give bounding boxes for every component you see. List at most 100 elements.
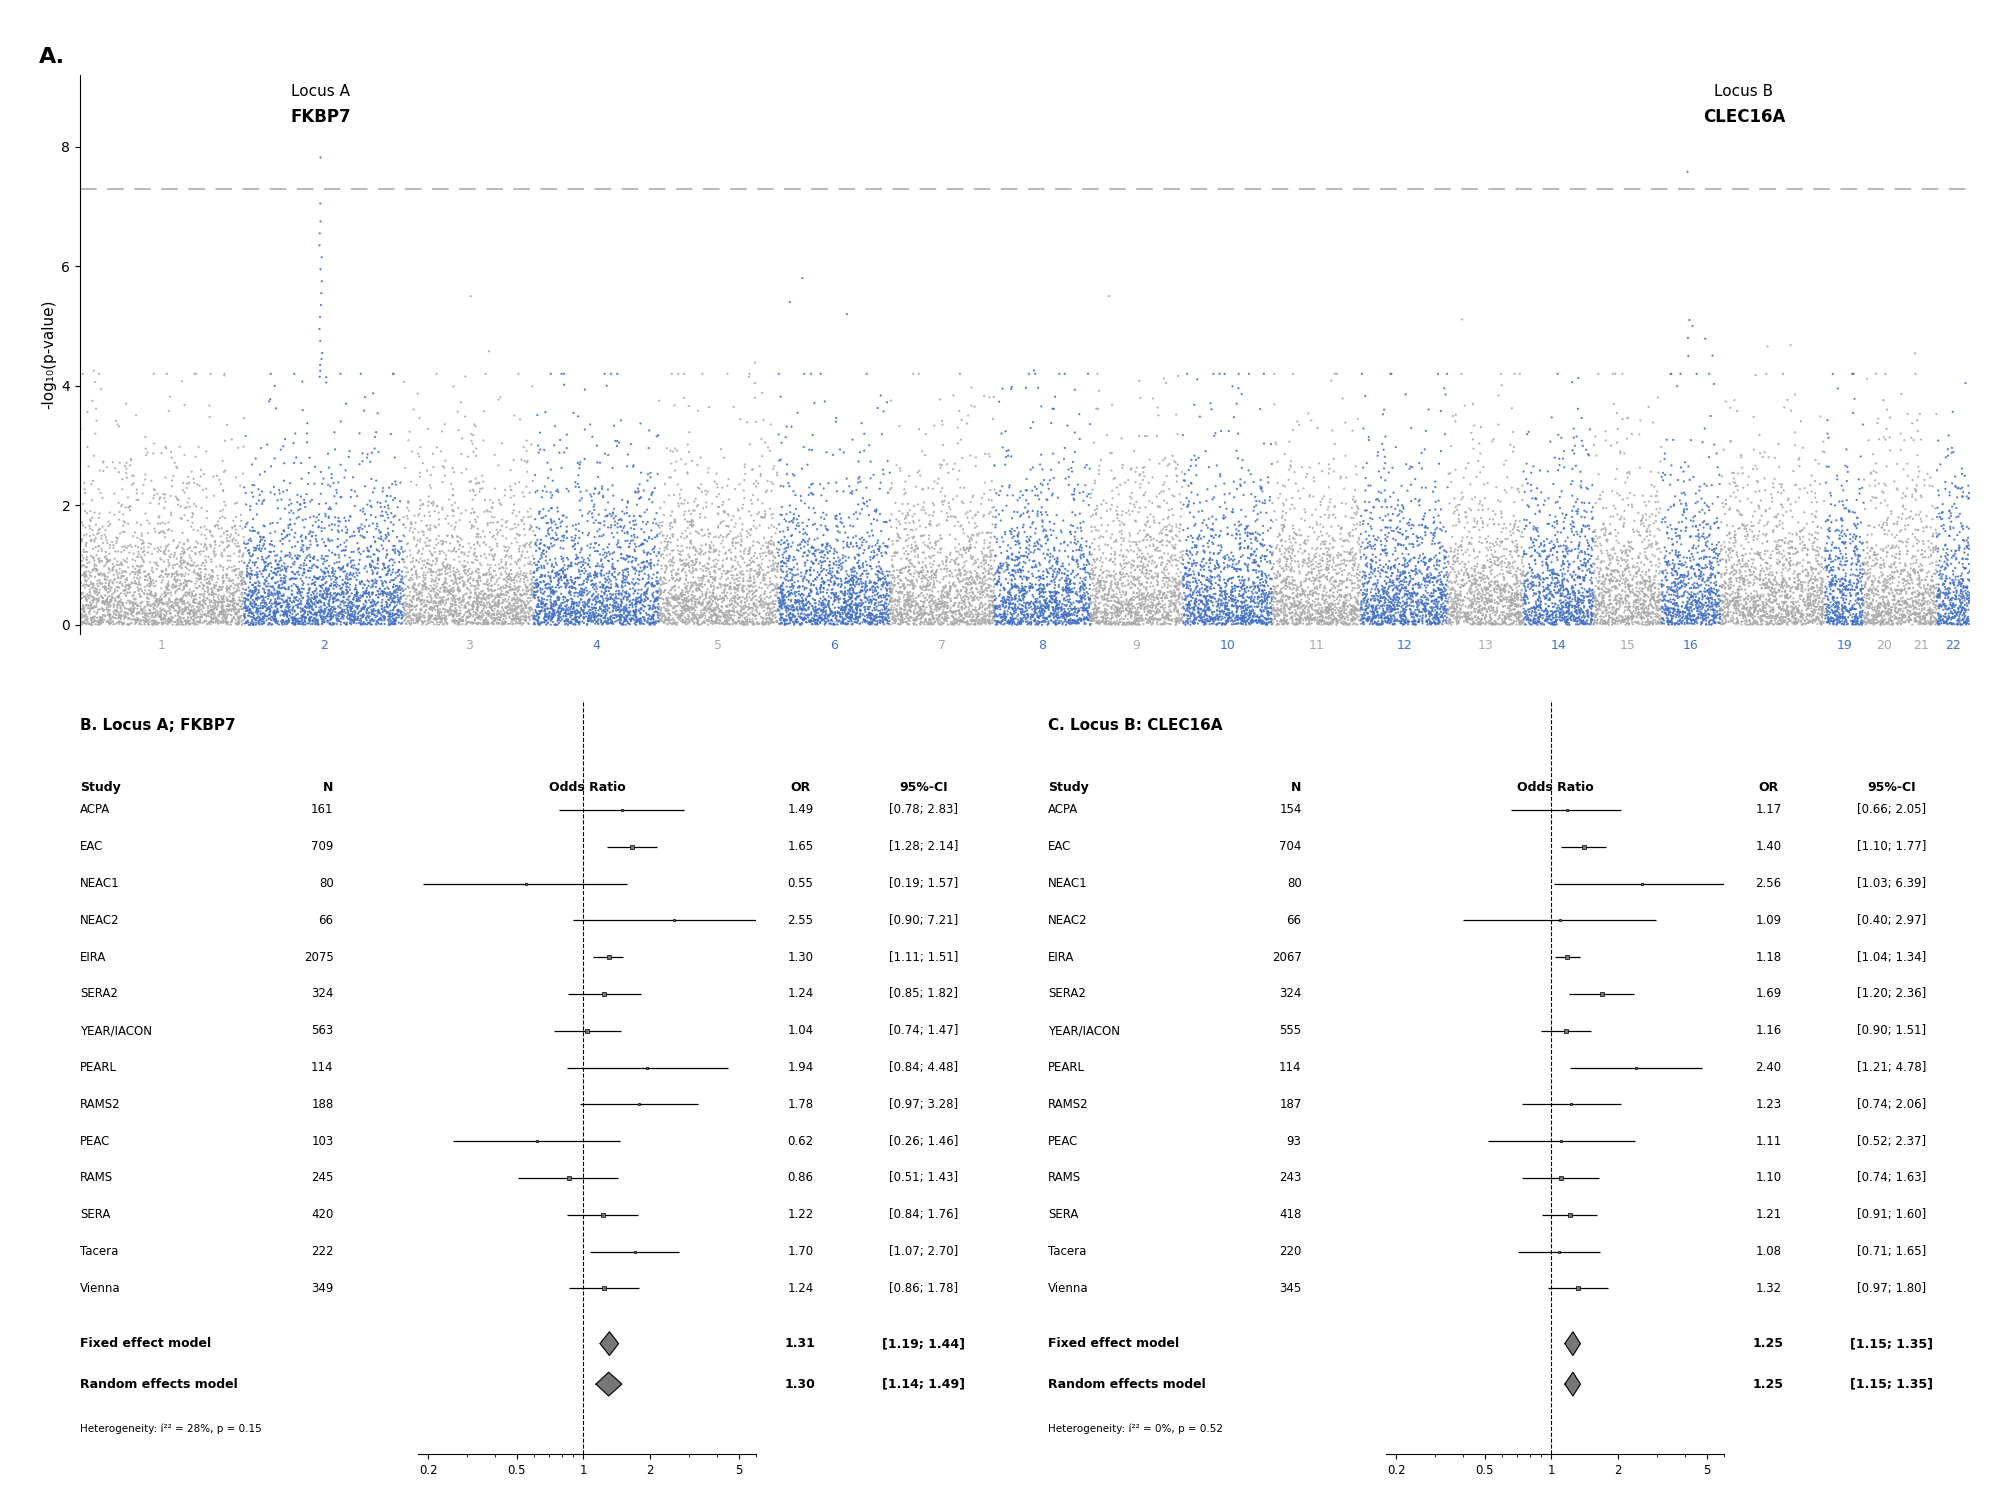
Point — [248, 559, 280, 583]
Point — [1628, 613, 1660, 637]
Point — [1082, 462, 1114, 486]
Point — [976, 406, 1008, 430]
Point — [342, 595, 374, 619]
Point — [782, 562, 814, 586]
Point — [938, 606, 970, 630]
Point — [1662, 600, 1694, 624]
Point — [1702, 600, 1734, 624]
Point — [258, 571, 290, 595]
Point — [482, 591, 514, 615]
Point — [614, 609, 646, 633]
Point — [766, 594, 798, 618]
Point — [366, 594, 398, 618]
Point — [1232, 585, 1264, 609]
Point — [668, 361, 700, 385]
Point — [1814, 484, 1846, 508]
Point — [356, 504, 388, 528]
Point — [1258, 598, 1290, 622]
Point — [156, 553, 188, 577]
Point — [1598, 565, 1630, 589]
Point — [426, 420, 458, 444]
Point — [1584, 592, 1616, 616]
Point — [1246, 604, 1278, 628]
Point — [516, 553, 548, 577]
Point — [1184, 577, 1216, 601]
Point — [1118, 508, 1150, 532]
Point — [684, 606, 716, 630]
Point — [1204, 465, 1236, 489]
Point — [1714, 594, 1746, 618]
Point — [186, 594, 218, 618]
Point — [1044, 606, 1076, 630]
Point — [124, 573, 156, 597]
Point — [894, 588, 926, 612]
Point — [446, 426, 478, 450]
Point — [1274, 558, 1306, 582]
Point — [1400, 612, 1432, 636]
Point — [562, 511, 594, 535]
Point — [234, 544, 266, 568]
Point — [1164, 609, 1196, 633]
Point — [444, 567, 476, 591]
Point — [998, 601, 1030, 625]
Point — [340, 607, 372, 631]
Point — [1552, 609, 1584, 633]
Point — [102, 576, 134, 600]
Point — [1766, 573, 1798, 597]
Point — [1644, 519, 1676, 543]
Point — [230, 559, 262, 583]
Point — [1754, 561, 1786, 585]
Point — [1442, 535, 1474, 559]
Point — [734, 574, 766, 598]
Point — [1568, 505, 1600, 529]
Point — [1838, 387, 1870, 411]
Point — [1044, 538, 1076, 562]
Point — [1082, 571, 1114, 595]
Point — [1272, 574, 1304, 598]
Point — [336, 604, 368, 628]
Point — [1808, 555, 1840, 579]
Point — [770, 598, 802, 622]
Point — [330, 577, 362, 601]
Point — [892, 501, 924, 525]
Point — [1210, 591, 1242, 615]
Point — [1786, 531, 1818, 555]
Point — [282, 603, 314, 627]
Point — [128, 550, 160, 574]
Point — [384, 541, 416, 565]
Point — [1214, 606, 1246, 630]
Point — [842, 598, 874, 622]
Point — [1206, 594, 1238, 618]
Point — [676, 580, 708, 604]
Point — [430, 547, 462, 571]
Point — [1348, 612, 1380, 636]
Point — [168, 481, 200, 505]
Point — [594, 559, 626, 583]
Point — [342, 484, 374, 508]
Point — [728, 570, 760, 594]
Point — [1378, 609, 1410, 633]
Point — [1868, 595, 1900, 619]
Point — [1194, 585, 1226, 609]
Point — [1410, 597, 1442, 621]
Point — [1262, 592, 1294, 616]
Point — [596, 522, 628, 546]
Point — [672, 510, 704, 534]
Point — [908, 586, 940, 610]
Point — [1258, 600, 1290, 624]
Point — [232, 610, 264, 634]
Point — [902, 565, 934, 589]
Point — [616, 555, 648, 579]
Point — [1130, 577, 1162, 601]
Point — [302, 582, 334, 606]
Point — [468, 583, 500, 607]
Point — [1878, 561, 1910, 585]
Point — [1684, 580, 1716, 604]
Point — [1238, 595, 1270, 619]
Point — [1512, 573, 1544, 597]
Point — [1162, 598, 1194, 622]
Point — [162, 568, 194, 592]
Point — [88, 546, 120, 570]
Text: 161: 161 — [312, 803, 334, 817]
Point — [174, 535, 206, 559]
